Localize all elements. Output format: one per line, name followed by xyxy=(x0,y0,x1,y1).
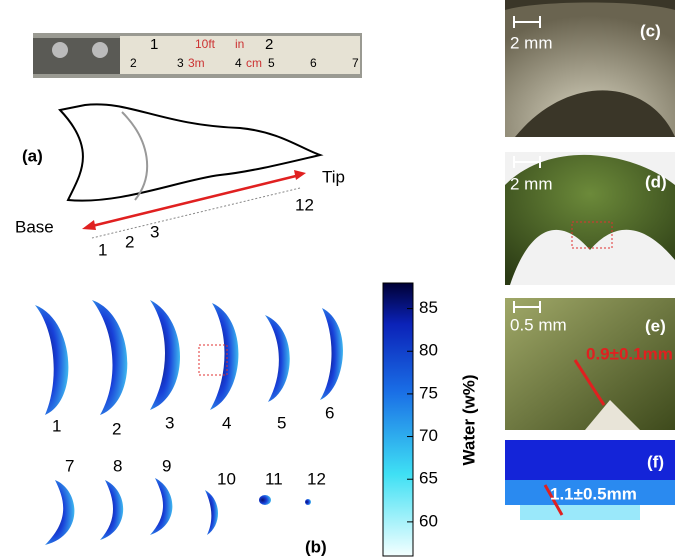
tick-label: 85 xyxy=(419,298,438,317)
colorbar-label: Water (w%) xyxy=(459,375,478,466)
slice xyxy=(92,300,127,415)
measure-label: 0.9±0.1mm xyxy=(586,344,673,363)
slice xyxy=(35,305,68,415)
slice xyxy=(45,480,74,545)
slice xyxy=(100,480,123,540)
slice-label: 3 xyxy=(165,413,174,432)
slice xyxy=(305,499,311,505)
position-label: 3 xyxy=(150,222,159,241)
colorbar xyxy=(383,283,413,556)
leaf-outline xyxy=(60,104,320,200)
slice-label: 2 xyxy=(112,419,121,438)
highlight-box xyxy=(199,345,227,375)
ruler-text: 7 xyxy=(352,56,359,70)
ruler-text: cm xyxy=(246,56,262,70)
figure: 1 2 2 3 4 5 6 7 10ft in 3m cm (a) Tip Ba… xyxy=(0,0,675,560)
slice xyxy=(150,478,172,535)
slice xyxy=(320,308,343,400)
slices xyxy=(35,300,343,545)
ruler-text: 1 xyxy=(150,36,158,53)
ruler-text: in xyxy=(235,37,244,51)
ruler-text: 10ft xyxy=(195,37,216,51)
ruler-text: 6 xyxy=(310,56,317,70)
panel-label: (e) xyxy=(645,316,666,335)
panel-label: (c) xyxy=(640,21,661,40)
panel-label: (d) xyxy=(645,172,667,191)
ruler-text: 2 xyxy=(130,56,137,70)
slice xyxy=(210,303,238,410)
panel-label: (a) xyxy=(22,146,43,165)
tip-label: Tip xyxy=(322,167,345,186)
ruler-text: 3m xyxy=(188,56,205,70)
slice xyxy=(205,490,218,535)
arrowhead xyxy=(294,170,306,180)
slice-label: 12 xyxy=(307,469,326,488)
slice-label: 1 xyxy=(52,416,61,435)
slice-label: 6 xyxy=(325,403,334,422)
slice-label: 8 xyxy=(113,456,122,475)
scale-label: 2 mm xyxy=(510,33,553,52)
tick-label: 70 xyxy=(419,426,438,445)
slice xyxy=(265,315,290,402)
slice-label: 7 xyxy=(65,456,74,475)
measure-label: 1.1±0.5mm xyxy=(550,484,637,503)
slice-label: 9 xyxy=(162,456,171,475)
arrow xyxy=(88,175,300,227)
tick-label: 65 xyxy=(419,469,438,488)
tick-label: 60 xyxy=(419,511,438,530)
slice-label: 11 xyxy=(265,469,283,488)
slice-label: 4 xyxy=(222,413,231,432)
position-label: 1 xyxy=(98,240,107,259)
panel-label: (b) xyxy=(305,537,327,556)
scale-label: 2 mm xyxy=(510,174,553,193)
slice xyxy=(259,495,271,505)
dotted-line xyxy=(92,188,300,238)
slice-label: 10 xyxy=(217,469,236,488)
panel-label: (f) xyxy=(647,452,664,471)
position-label: 2 xyxy=(125,232,134,251)
ruler-text: 5 xyxy=(268,56,275,70)
slice-label: 5 xyxy=(277,413,286,432)
leaf-line xyxy=(122,112,147,200)
tick-label: 75 xyxy=(419,383,438,402)
ruler-text: 3 xyxy=(177,56,184,70)
base-label: Base xyxy=(15,217,54,236)
arrowhead xyxy=(82,220,96,230)
slice xyxy=(150,300,180,410)
photo-f-band xyxy=(520,505,640,520)
tick-label: 80 xyxy=(419,341,438,360)
position-label: 12 xyxy=(295,195,314,214)
ruler-text: 2 xyxy=(265,36,273,53)
ruler-text: 4 xyxy=(235,56,242,70)
scale-label: 0.5 mm xyxy=(510,315,567,334)
